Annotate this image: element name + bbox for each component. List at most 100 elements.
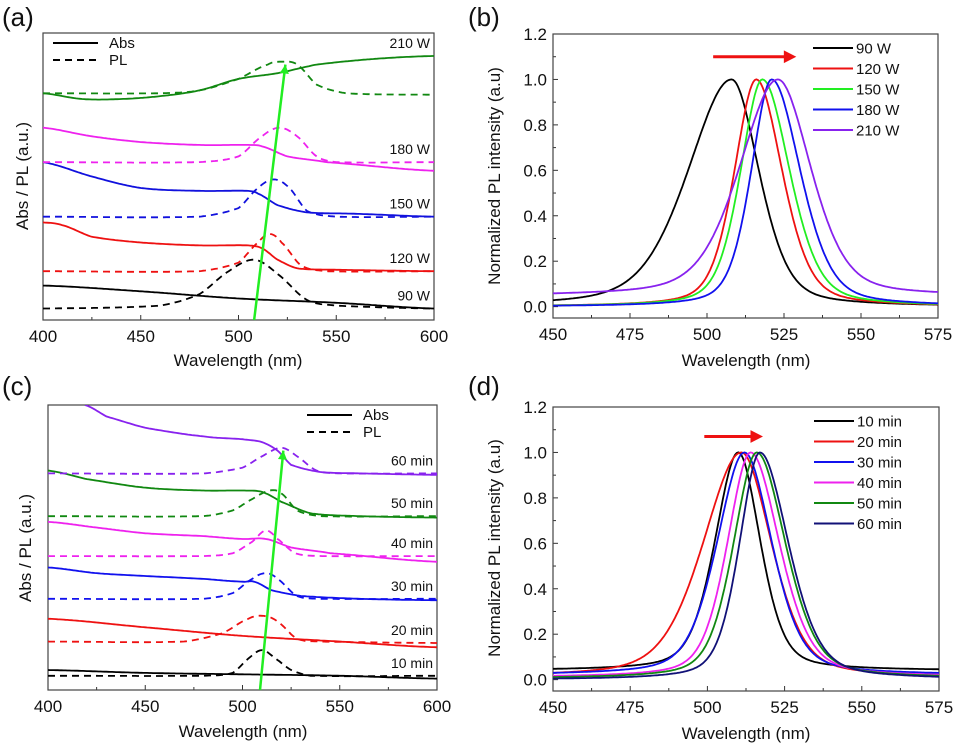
curve-label: 150 W xyxy=(390,196,431,212)
plot-frame-2 xyxy=(47,404,438,691)
x-tick-label-1: 475 xyxy=(616,325,644,344)
x-tick-label-2: 450 xyxy=(131,697,159,716)
panel-label-c: (c) xyxy=(2,371,32,401)
pl-line-150-w xyxy=(43,178,434,219)
series-group-3 xyxy=(553,451,939,680)
plot-area-c: 400 450 500 550 600 10 min 20 min 30 min 40 min 5… xyxy=(34,404,451,716)
x-tick-label-3: 450 xyxy=(539,698,567,717)
pl-curve-30-min xyxy=(553,451,939,674)
plot-area-a: 400 450 500 550 600 90 W 120 W 150 W 180 W 210 W A… xyxy=(29,32,448,346)
pl-curve-180-w xyxy=(553,78,938,307)
y-tick-label-1: 0.4 xyxy=(523,207,547,226)
x-axis-title-c: Wavelength (nm) xyxy=(179,722,308,741)
series-group-1 xyxy=(553,78,938,307)
legend-label: 40 min xyxy=(857,475,902,492)
legend-label: 120 W xyxy=(856,61,900,78)
abs-line-40-min xyxy=(48,521,437,563)
y-tick-label-3: 1.0 xyxy=(523,443,547,462)
legend-label: 210 W xyxy=(856,123,900,140)
legend-label: 60 min xyxy=(857,516,902,533)
abs-line-90-w xyxy=(43,284,434,310)
y-tick-label-1: 0.0 xyxy=(523,298,547,317)
series-group-2 xyxy=(48,405,437,680)
pl-line-210-w xyxy=(43,60,434,96)
legend-label: 50 min xyxy=(857,496,902,513)
abs-line-30-min xyxy=(48,566,437,602)
pl-line-20-min xyxy=(48,614,437,644)
y-axis-title-b: Normalized PL intensity (a.u) xyxy=(485,67,504,285)
x-tick-label-2: 600 xyxy=(423,697,451,716)
x-tick-label-2: 550 xyxy=(326,697,354,716)
curve-label: 210 W xyxy=(390,35,431,51)
legend-label: 90 W xyxy=(856,41,892,58)
x-tick-label-1: 525 xyxy=(770,325,798,344)
x-axis-title-b: Wavelength (nm) xyxy=(682,351,811,370)
legend-label: 20 min xyxy=(857,434,902,451)
x-tick-label-1: 450 xyxy=(539,325,567,344)
panel-label-d: (d) xyxy=(468,371,500,401)
legend-1: 90 W 120 W 150 W 180 W 210 W xyxy=(813,41,900,140)
pl-curve-210-w xyxy=(553,78,938,295)
y-tick-label-3: 0.2 xyxy=(523,625,547,644)
x-tick-label-0: 450 xyxy=(127,327,155,346)
y-tick-label-1: 0.6 xyxy=(523,161,547,180)
plot-area-b: 450 475 500 525 550 575 0.0 0.2 0.4 0.6 0.8 1.0 1.2 9… xyxy=(523,25,952,344)
legend-3: 10 min 20 min 30 min 40 min 50 min 60 min xyxy=(814,414,902,533)
abs-line-10-min xyxy=(48,669,437,680)
x-tick-label-3: 500 xyxy=(693,698,721,717)
legend-label-abs: Abs xyxy=(109,35,135,52)
legend-label-abs: Abs xyxy=(363,407,389,424)
legend-label: 180 W xyxy=(856,102,900,119)
abs-line-60-min xyxy=(84,405,437,476)
plot-frame-1 xyxy=(552,33,939,319)
x-tick-label-1: 500 xyxy=(693,325,721,344)
y-tick-label-1: 0.8 xyxy=(523,116,547,135)
x-tick-label-0: 400 xyxy=(29,327,57,346)
legend-label-pl: PL xyxy=(109,52,127,69)
plot-frame-3 xyxy=(552,406,940,692)
shift-arrow-head xyxy=(783,50,797,64)
x-tick-label-0: 600 xyxy=(420,327,448,346)
y-tick-label-1: 0.2 xyxy=(523,252,547,271)
panel-label-b: (b) xyxy=(468,2,500,32)
legend-label: 150 W xyxy=(856,82,900,99)
legend-label: 10 min xyxy=(857,414,902,431)
plot-frame-0 xyxy=(42,32,435,321)
curve-label: 10 min xyxy=(391,655,433,671)
curve-label: 180 W xyxy=(390,141,431,157)
y-axis-title-d: Normalized PL intensity (a.u) xyxy=(485,439,504,657)
y-tick-label-1: 1.0 xyxy=(523,70,547,89)
y-axis-title-a: Abs / PL (a.u.) xyxy=(13,122,32,230)
x-axis-title-d: Wavelength (nm) xyxy=(682,724,811,743)
y-tick-label-3: 0.8 xyxy=(523,489,547,508)
series-group-0 xyxy=(43,55,434,310)
x-tick-label-1: 575 xyxy=(924,325,952,344)
y-tick-label-3: 0.0 xyxy=(523,671,547,690)
x-tick-label-3: 475 xyxy=(616,698,644,717)
x-tick-label-1: 550 xyxy=(847,325,875,344)
pl-line-60-min xyxy=(48,446,437,475)
x-tick-label-2: 500 xyxy=(228,697,256,716)
panel-a: (a) 400 450 500 550 600 90 W 120 W 150 W 180 W 21… xyxy=(2,2,448,370)
x-axis-title-a: Wavelength (nm) xyxy=(174,351,303,370)
abs-line-150-w xyxy=(43,161,434,218)
panel-d: (d) 450 475 500 525 550 575 0.0 0.2 0.4 0.6 0.8 1.0… xyxy=(468,371,953,743)
x-tick-label-3: 550 xyxy=(848,698,876,717)
pl-line-10-min xyxy=(48,649,437,678)
shift-arrow-line xyxy=(252,64,287,321)
abs-line-50-min xyxy=(48,469,437,519)
x-tick-label-0: 500 xyxy=(224,327,252,346)
pl-line-30-min xyxy=(48,572,437,601)
curve-label: 40 min xyxy=(391,535,433,551)
abs-line-20-min xyxy=(48,617,437,649)
panel-label-a: (a) xyxy=(2,2,34,32)
y-tick-label-3: 0.6 xyxy=(523,534,547,553)
pl-curve-60-min xyxy=(553,451,939,680)
plot-area-d: 450 475 500 525 550 575 0.0 0.2 0.4 0.6 0.8 1.0 1.2 1… xyxy=(523,398,953,717)
curve-label: 50 min xyxy=(391,495,433,511)
shift-arrow-head xyxy=(279,64,289,74)
abs-line-120-w xyxy=(43,221,434,273)
curve-label: 30 min xyxy=(391,578,433,594)
